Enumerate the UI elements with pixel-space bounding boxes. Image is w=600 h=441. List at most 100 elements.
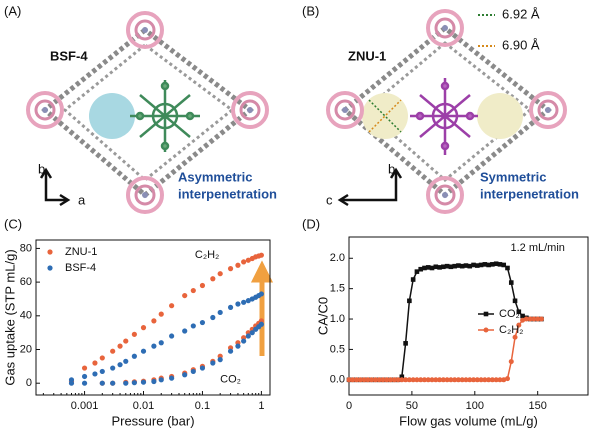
marker: [410, 377, 416, 383]
axis-letter: c: [326, 192, 333, 207]
point: [245, 298, 251, 304]
arrow: [250, 260, 274, 356]
distance-label: 6.92 Å: [502, 6, 540, 21]
point: [158, 340, 164, 346]
point: [199, 365, 206, 371]
marker: [395, 377, 401, 383]
point: [151, 343, 157, 349]
legend-label: CO₂: [499, 308, 520, 320]
x-tick-label: 100: [466, 400, 484, 412]
structure-a: [26, 11, 269, 214]
point: [92, 371, 98, 377]
panel-label: (C): [4, 216, 22, 231]
annotation: C₂H₂: [195, 249, 219, 261]
marker: [429, 377, 435, 383]
marker: [523, 316, 529, 322]
marker: [407, 298, 412, 304]
y-tick-label: 0.0: [330, 374, 345, 386]
point: [110, 348, 116, 354]
point: [235, 343, 241, 349]
x-tick-label: 50: [406, 400, 418, 412]
marker: [493, 377, 499, 383]
y-tick-label: 1.0: [330, 313, 345, 325]
point: [199, 319, 206, 326]
annotation: 1.2 mL/min: [510, 242, 564, 254]
marker: [501, 262, 507, 268]
point: [227, 266, 234, 272]
point: [92, 360, 98, 366]
marker: [482, 262, 488, 267]
marker: [418, 377, 424, 383]
marker: [463, 263, 469, 268]
caption: interpenetration: [178, 186, 277, 201]
point: [210, 360, 216, 366]
marker: [422, 265, 427, 271]
panel-label: (A): [4, 3, 21, 18]
marker: [504, 376, 510, 382]
point: [190, 323, 196, 329]
point: [190, 287, 196, 294]
marker: [512, 298, 518, 304]
point: [199, 282, 206, 289]
marker: [452, 263, 457, 269]
marker: [459, 263, 465, 269]
point: [123, 358, 129, 364]
x-tick-label: 0.1: [195, 400, 210, 412]
marker: [346, 377, 352, 383]
marker: [448, 377, 454, 383]
x-axis-label: Flow gas volume (mL/g): [399, 413, 538, 428]
marker: [414, 269, 420, 274]
marker: [444, 263, 450, 269]
point: [235, 301, 241, 307]
legend-label: C₂H₂: [499, 324, 523, 336]
legend-label: ZNU-1: [65, 246, 97, 258]
marker: [421, 377, 427, 383]
marker: [350, 377, 356, 383]
marker: [403, 377, 409, 383]
marker: [489, 377, 495, 383]
point: [110, 365, 116, 371]
marker: [448, 264, 454, 270]
marker: [463, 377, 469, 383]
x-tick-label: 0: [346, 400, 352, 412]
point: [140, 325, 147, 331]
marker: [452, 377, 458, 383]
marker: [497, 377, 503, 383]
point: [182, 372, 188, 378]
point: [227, 348, 234, 354]
point: [99, 380, 105, 386]
marker: [444, 377, 450, 383]
marker: [437, 265, 442, 270]
point: [123, 338, 129, 344]
marker: [376, 377, 382, 383]
point: [123, 380, 129, 386]
point: [81, 373, 88, 380]
point: [210, 314, 216, 321]
marker: [380, 377, 386, 383]
point: [258, 321, 264, 327]
plot-frame: [348, 236, 589, 396]
marker: [497, 262, 503, 267]
y-tick-label: 60: [20, 276, 32, 288]
marker: [365, 377, 371, 383]
marker: [516, 309, 522, 315]
x-tick-label: 150: [529, 400, 547, 412]
y-tick-label: 2.0: [330, 252, 345, 264]
x-tick-label: 0.001: [71, 400, 99, 412]
point: [241, 299, 247, 305]
marker: [384, 377, 390, 383]
point: [99, 355, 105, 361]
distance-label: 6.90 Å: [502, 37, 540, 52]
point: [258, 291, 264, 297]
caption: Symmetric: [480, 169, 546, 184]
marker: [388, 377, 394, 383]
marker: [354, 377, 360, 383]
marker: [471, 377, 477, 383]
marker: [490, 262, 495, 267]
point: [169, 333, 175, 339]
x-axis-label: Pressure (bar): [111, 413, 194, 428]
y-tick-label: 20: [20, 343, 32, 355]
point: [235, 262, 241, 268]
y-tick-label: 0: [26, 377, 32, 389]
marker: [425, 265, 431, 270]
